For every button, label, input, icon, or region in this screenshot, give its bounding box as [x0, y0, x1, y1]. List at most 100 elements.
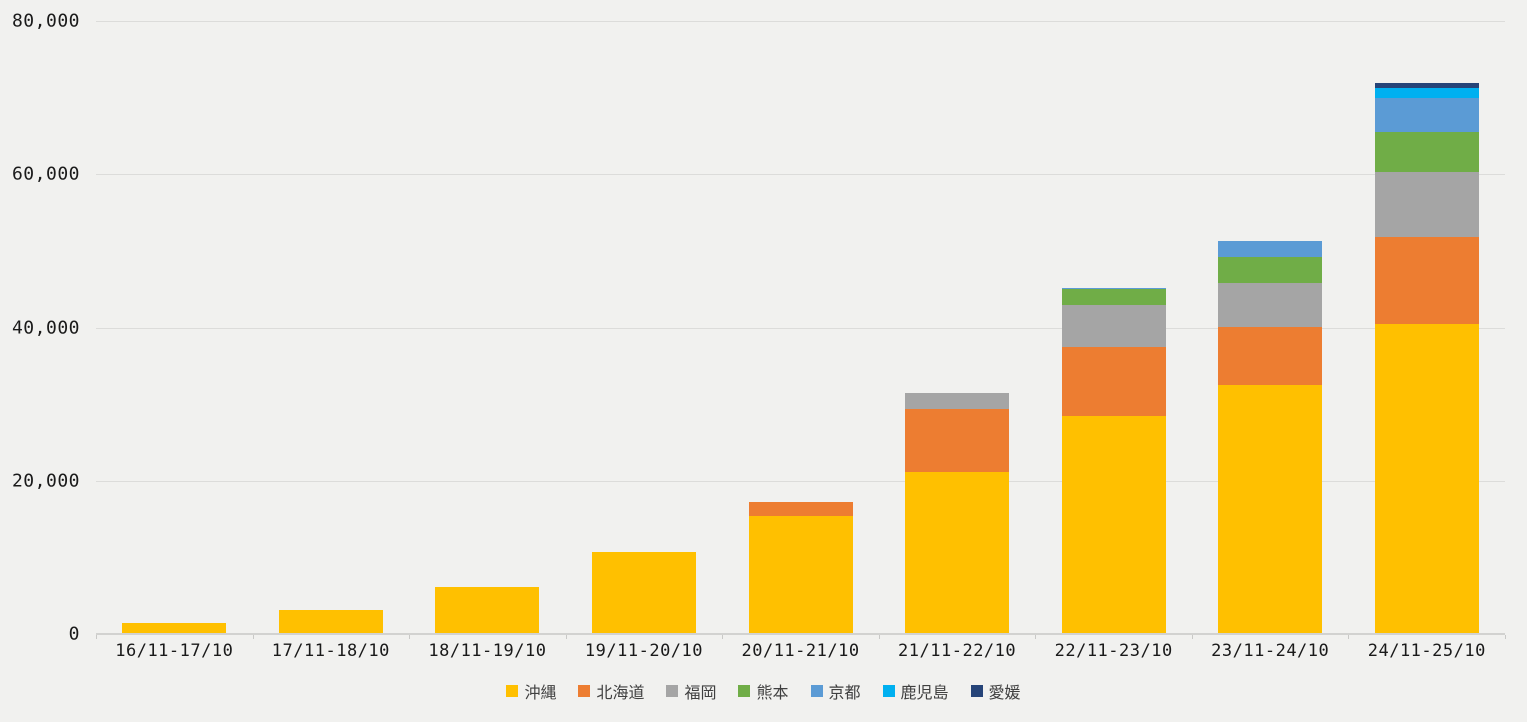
bar-segment — [905, 472, 1010, 634]
bar-segment — [905, 393, 1010, 409]
bar-segment — [1374, 171, 1479, 238]
bar-segment — [1061, 287, 1166, 290]
bar-segment — [122, 623, 227, 634]
x-axis-tick — [1348, 635, 1350, 639]
bar-segment — [748, 501, 853, 516]
bar-stack — [1218, 240, 1323, 634]
bar-column — [1192, 21, 1349, 634]
legend-swatch-icon — [578, 685, 591, 697]
legend-label: 福岡 — [684, 683, 717, 702]
plot-area — [96, 21, 1506, 639]
bar-segment — [748, 515, 853, 634]
bar-column — [722, 21, 879, 634]
bar-column — [253, 21, 410, 634]
x-axis: 16/11-17/10 17/11-18/10 18/11-19/10 19/11-2… — [96, 641, 1505, 661]
x-axis-tick — [565, 635, 567, 639]
gridline — [96, 21, 1505, 22]
bar-segment — [591, 552, 696, 634]
x-axis-label: 23/11-24/10 — [1211, 641, 1330, 661]
x-axis-tick — [1191, 635, 1193, 639]
bar-column — [566, 21, 723, 634]
bar-segment — [1374, 324, 1479, 634]
y-axis-tick-label: 60,000 — [11, 163, 80, 185]
bar-segment — [1218, 282, 1323, 327]
bar-segment — [1218, 240, 1323, 257]
legend-label: 熊本 — [756, 683, 789, 702]
bar-segment — [1218, 256, 1323, 283]
x-axis-label: 19/11-20/10 — [584, 641, 704, 661]
bar-segment — [1061, 304, 1166, 348]
gridline — [96, 327, 1505, 329]
legend-label: 北海道 — [596, 683, 645, 702]
bar-segment — [1374, 83, 1479, 89]
x-axis-tick — [96, 635, 97, 639]
bar-column — [879, 21, 1036, 634]
gridline — [96, 480, 1505, 482]
x-axis-label: 21/11-22/10 — [898, 641, 1017, 661]
legend-item: 鹿児島 — [882, 679, 949, 703]
y-axis-tick-label: 20,000 — [11, 470, 80, 492]
y-axis-tick-label: 0 — [68, 623, 80, 645]
x-axis-label: 16/11-17/10 — [115, 641, 234, 661]
bar-stack — [435, 586, 540, 634]
bar-stack — [591, 552, 696, 634]
bar-segment — [1218, 384, 1323, 634]
legend-label: 愛媛 — [988, 683, 1021, 702]
bar-segment — [278, 610, 383, 634]
bar-stack — [278, 610, 383, 634]
x-axis-label: 17/11-18/10 — [271, 641, 390, 661]
x-axis-tick — [1035, 635, 1037, 639]
bars-layer — [96, 21, 1505, 634]
legend-swatch-icon — [738, 685, 751, 697]
bar-segment — [1218, 326, 1323, 385]
bar-stack — [905, 393, 1010, 634]
bar-segment — [905, 408, 1010, 473]
bar-segment — [1374, 88, 1479, 99]
bar-stack — [748, 501, 853, 634]
legend-item: 福岡 — [666, 679, 716, 703]
legend-item: 北海道 — [578, 679, 644, 703]
bar-segment — [1061, 289, 1166, 305]
bar-segment — [435, 586, 540, 634]
gridline — [96, 174, 1505, 176]
bar-segment — [1374, 132, 1479, 172]
bar-column — [1349, 21, 1506, 634]
legend: 沖縄 北海道 福岡 熊本 京都 鹿児島 愛媛 — [0, 679, 1527, 703]
legend-swatch-icon — [970, 685, 983, 697]
x-axis-tick — [409, 635, 411, 639]
y-axis-tick-label: 40,000 — [11, 317, 80, 338]
x-axis-tick — [722, 635, 724, 639]
bar-segment — [1061, 415, 1166, 634]
bar-segment — [1374, 237, 1479, 325]
legend-item: 京都 — [810, 679, 861, 703]
y-axis-tick-label: 80,000 — [11, 10, 80, 32]
x-axis-label: 20/11-21/10 — [741, 641, 860, 661]
bar-segment — [1061, 347, 1166, 416]
x-axis-label: 22/11-23/10 — [1054, 641, 1173, 661]
x-axis-tick — [1505, 635, 1506, 639]
x-axis-label: 18/11-19/10 — [428, 641, 547, 661]
y-axis: 0 20,000 40,000 60,000 80,000 — [0, 0, 80, 722]
legend-label: 鹿児島 — [900, 683, 949, 702]
legend-item: 沖縄 — [506, 679, 556, 703]
legend-item: 愛媛 — [970, 679, 1021, 703]
legend-swatch-icon — [666, 685, 679, 697]
bar-stack — [1374, 83, 1479, 634]
bar-segment — [1374, 98, 1479, 133]
x-axis-label: 24/11-25/10 — [1367, 641, 1486, 661]
legend-item: 熊本 — [738, 679, 789, 703]
x-axis-baseline — [96, 633, 1505, 635]
bar-stack — [122, 623, 227, 634]
legend-swatch-icon — [506, 685, 519, 697]
x-axis-tick — [878, 635, 880, 639]
bar-column — [1035, 21, 1192, 634]
bar-column — [96, 21, 253, 634]
x-axis-tick — [252, 635, 254, 639]
legend-swatch-icon — [810, 685, 823, 697]
legend-label: 沖縄 — [524, 683, 557, 702]
bar-stack — [1061, 287, 1166, 634]
legend-label: 京都 — [828, 683, 861, 702]
bar-column — [409, 21, 566, 634]
legend-swatch-icon — [882, 685, 895, 697]
